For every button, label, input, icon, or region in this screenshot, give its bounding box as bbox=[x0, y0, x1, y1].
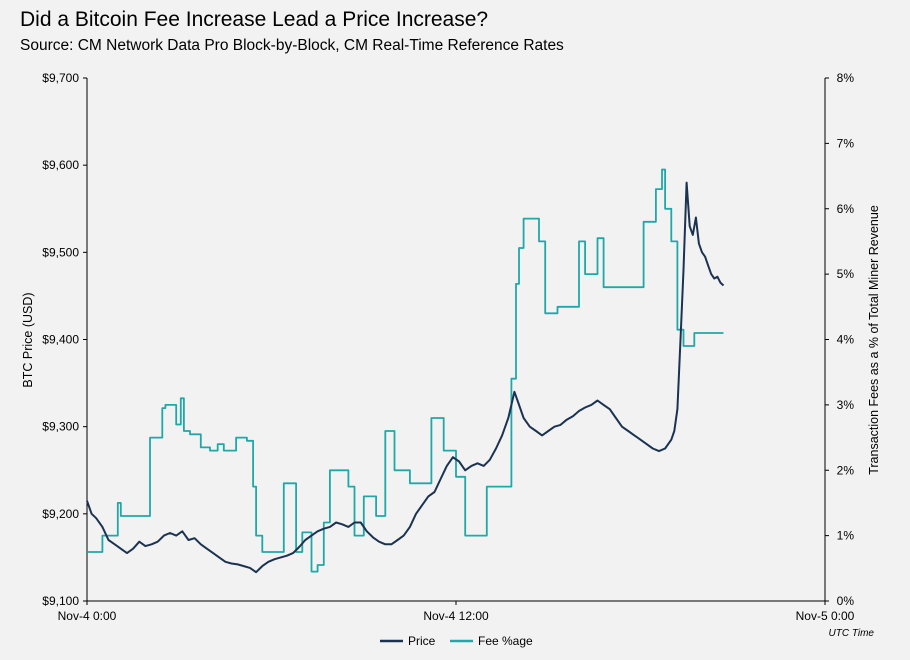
legend-label-fee: Fee %age bbox=[478, 634, 533, 648]
x-tick-label: Nov-4 0:00 bbox=[58, 609, 117, 623]
y-left-tick-label: $9,700 bbox=[42, 71, 79, 85]
y-right-tick-label: 7% bbox=[837, 136, 855, 150]
legend: Price Fee %age bbox=[380, 634, 533, 648]
y-right-tick-label: 6% bbox=[837, 202, 855, 216]
y-left-tick-label: $9,400 bbox=[42, 333, 79, 347]
y-left-axis-label: BTC Price (USD) bbox=[21, 292, 35, 387]
y-right-tick-label: 4% bbox=[837, 333, 855, 347]
series-line-price bbox=[86, 181, 725, 574]
y-right-tick-label: 8% bbox=[837, 71, 855, 85]
x-axis-note: UTC Time bbox=[829, 628, 875, 639]
y-left-tick-label: $9,300 bbox=[42, 420, 79, 434]
y-right-tick-label: 3% bbox=[837, 398, 855, 412]
y-right-tick-label: 2% bbox=[837, 463, 855, 477]
legend-label-price: Price bbox=[408, 634, 436, 648]
y-left-tick-label: $9,200 bbox=[42, 507, 79, 521]
y-right-tick-label: 5% bbox=[837, 267, 855, 281]
series-layer bbox=[86, 168, 725, 574]
axes-layer bbox=[86, 78, 826, 602]
x-tick-label: Nov-4 12:00 bbox=[423, 609, 489, 623]
y-right-ticks: 0% 1% 2% 3% 4% 5% 6% 7% 8% bbox=[825, 71, 854, 608]
y-left-tick-label: $9,100 bbox=[42, 594, 79, 608]
x-ticks: Nov-4 0:00 Nov-4 12:00 Nov-5 0:00 bbox=[58, 601, 855, 623]
chart-subtitle: Source: CM Network Data Pro Block-by-Blo… bbox=[20, 37, 564, 54]
x-tick-label: Nov-5 0:00 bbox=[796, 609, 855, 623]
y-right-tick-label: 0% bbox=[837, 594, 855, 608]
series-line-fee bbox=[87, 168, 724, 573]
y-left-tick-label: $9,600 bbox=[42, 158, 79, 172]
chart-title: Did a Bitcoin Fee Increase Lead a Price … bbox=[20, 8, 489, 31]
y-left-tick-label: $9,500 bbox=[42, 245, 79, 259]
y-right-axis-label: Transaction Fees as a % of Total Miner R… bbox=[867, 205, 881, 475]
y-left-ticks: $9,100 $9,200 $9,300 $9,400 $9,500 $9,600 $9,7… bbox=[42, 71, 87, 608]
y-right-tick-label: 1% bbox=[837, 529, 855, 543]
